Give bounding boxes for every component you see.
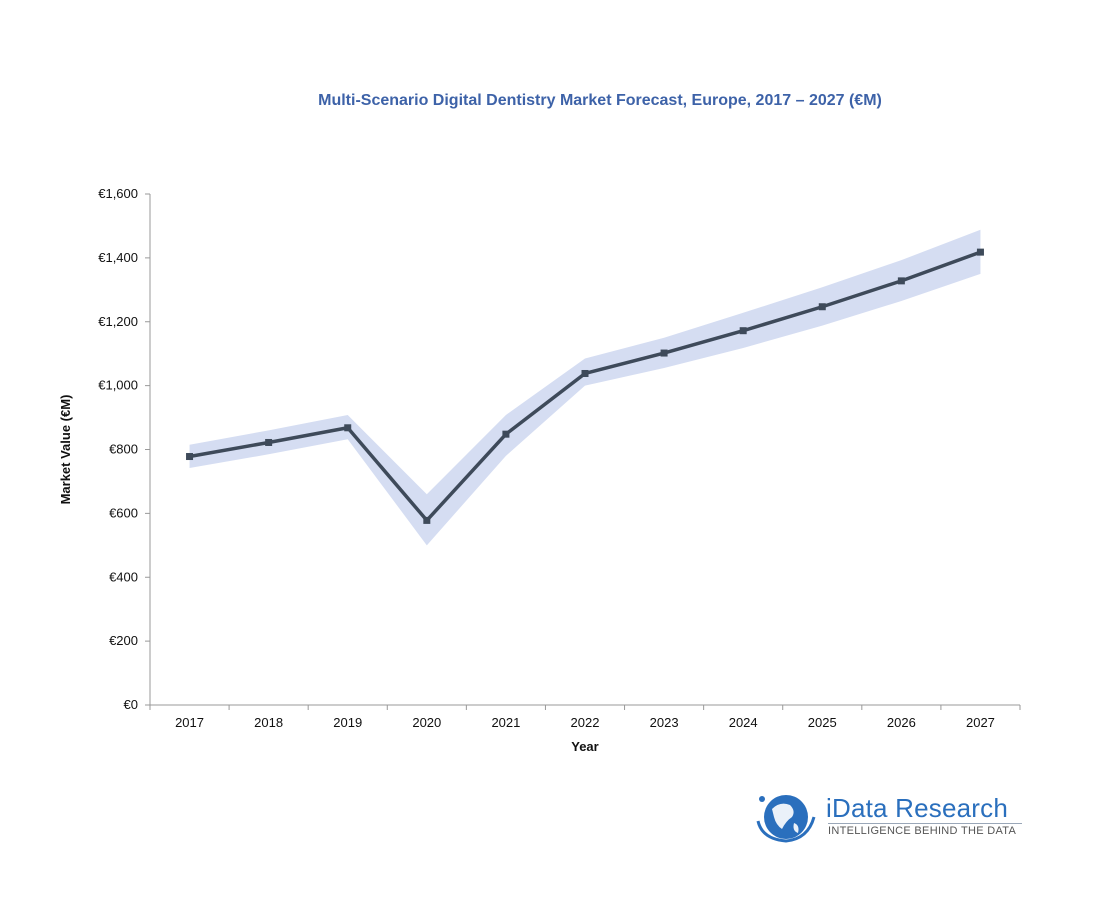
x-tick-label: 2025 bbox=[808, 715, 837, 730]
x-tick-label: 2018 bbox=[254, 715, 283, 730]
y-tick-label: €1,400 bbox=[98, 250, 138, 265]
series-line bbox=[189, 250, 982, 523]
logo-tagline: INTELLIGENCE BEHIND THE DATA bbox=[828, 825, 1017, 837]
data-point bbox=[976, 248, 984, 256]
y-tick-label: €1,600 bbox=[98, 186, 138, 201]
data-point bbox=[502, 430, 510, 438]
x-tick-label: 2020 bbox=[412, 715, 441, 730]
y-tick-label: €800 bbox=[109, 442, 138, 457]
y-tick-label: €600 bbox=[109, 505, 138, 520]
x-tick-label: 2019 bbox=[333, 715, 362, 730]
y-tick-label: €200 bbox=[109, 633, 138, 648]
globe-icon bbox=[756, 795, 816, 843]
data-point bbox=[344, 424, 352, 432]
y-axis-title: Market Value (€M) bbox=[58, 395, 73, 505]
data-point bbox=[581, 369, 589, 377]
y-tick-label: €1,000 bbox=[98, 378, 138, 393]
y-tick-label: €1,200 bbox=[98, 314, 138, 329]
scenario-band bbox=[189, 229, 981, 546]
x-tick-label: 2021 bbox=[491, 715, 520, 730]
company-logo: iData Research INTELLIGENCE BEHIND THE D… bbox=[752, 787, 1032, 847]
x-axis-title: Year bbox=[571, 739, 598, 754]
logo-name: iData Research bbox=[826, 793, 1008, 823]
logo-divider bbox=[828, 823, 1022, 824]
x-tick-label: 2024 bbox=[729, 715, 758, 730]
data-point bbox=[818, 303, 826, 311]
data-point bbox=[186, 453, 194, 461]
y-tick-label: €0 bbox=[124, 697, 138, 712]
y-tick-label: €400 bbox=[109, 569, 138, 584]
data-point bbox=[423, 516, 431, 524]
x-tick-label: 2026 bbox=[887, 715, 916, 730]
data-point bbox=[739, 327, 747, 335]
x-tick-label: 2017 bbox=[175, 715, 204, 730]
x-tick-label: 2022 bbox=[571, 715, 600, 730]
x-tick-label: 2023 bbox=[650, 715, 679, 730]
x-tick-label: 2027 bbox=[966, 715, 995, 730]
chart-title: Multi-Scenario Digital Dentistry Market … bbox=[318, 92, 882, 109]
data-point bbox=[897, 277, 905, 285]
data-point bbox=[660, 349, 668, 357]
data-point bbox=[265, 438, 273, 446]
